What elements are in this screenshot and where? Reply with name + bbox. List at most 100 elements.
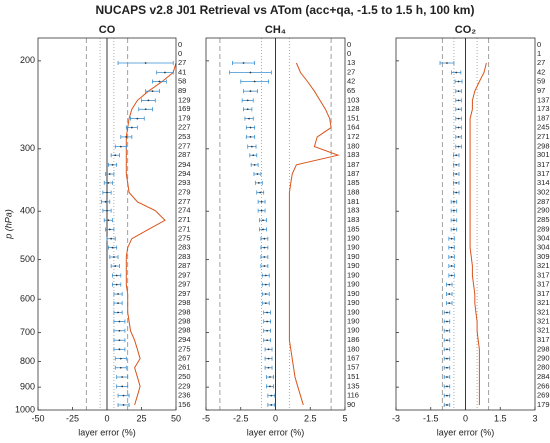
mean-marker [453, 228, 455, 231]
count-label: 97 [537, 86, 545, 95]
count-label: 317 [537, 169, 550, 178]
x-tick-label: -50 [31, 413, 44, 423]
count-label: 304 [537, 243, 550, 252]
y-tick-label: 900 [20, 382, 35, 392]
y-tick-label: 800 [20, 356, 35, 366]
mean-marker [252, 154, 255, 157]
count-label: 167 [347, 354, 360, 363]
profile-line [125, 62, 177, 406]
mean-marker [107, 181, 110, 184]
count-label: 190 [347, 261, 360, 270]
mean-marker [446, 376, 448, 378]
mean-marker [266, 329, 269, 332]
mean-marker [118, 339, 121, 342]
mean-marker [111, 163, 114, 166]
count-label: 271 [178, 215, 191, 224]
count-label: 301 [537, 150, 550, 159]
mean-marker [455, 181, 458, 184]
mean-marker [119, 145, 122, 148]
x-tick-label: 5 [342, 413, 347, 423]
mean-marker [249, 71, 252, 74]
mean-marker [457, 126, 460, 129]
count-label: 183 [347, 206, 360, 215]
mean-marker [108, 228, 111, 231]
mean-marker [455, 163, 458, 166]
mean-marker [446, 394, 448, 397]
count-label: 287 [537, 197, 550, 206]
mean-marker [117, 302, 119, 305]
count-label: 164 [347, 123, 360, 132]
mean-marker [121, 385, 124, 388]
mean-marker [117, 293, 119, 295]
figure-title: NUCAPS v2.8 J01 Retrieval vs ATom (acc+q… [96, 3, 475, 17]
count-label: 294 [178, 335, 191, 344]
count-label: 13 [347, 58, 355, 67]
x-tick-label: -1.5 [423, 413, 439, 423]
mean-marker [457, 117, 460, 120]
count-label: 190 [347, 298, 360, 307]
count-label: 1 [537, 49, 541, 58]
count-label: 151 [347, 114, 360, 123]
mean-marker [260, 200, 263, 203]
mean-marker [446, 404, 448, 406]
profile-line [469, 62, 487, 405]
count-label: 181 [347, 197, 360, 206]
count-label: 285 [537, 215, 550, 224]
mean-marker [248, 117, 250, 120]
mean-marker [122, 394, 125, 397]
count-label: 267 [178, 354, 191, 363]
x-tick-label: -2.5 [233, 413, 249, 423]
count-label: 187 [537, 114, 550, 123]
mean-marker [266, 339, 269, 342]
mean-marker [457, 80, 460, 83]
mean-marker [253, 80, 256, 83]
count-label: 269 [537, 391, 550, 400]
mean-marker [119, 357, 122, 360]
mean-marker [446, 357, 448, 360]
mean-marker [249, 136, 252, 138]
count-label: 190 [347, 252, 360, 261]
count-label: 283 [178, 243, 191, 252]
mean-marker [450, 274, 453, 277]
panel-title: CO₂ [455, 24, 477, 36]
mean-marker [448, 283, 451, 286]
x-tick-label: 3 [532, 413, 537, 423]
mean-marker [122, 404, 125, 406]
count-label: 304 [537, 234, 550, 243]
mean-marker [108, 173, 111, 175]
x-tick-label: -25 [66, 413, 79, 423]
mean-marker [259, 191, 262, 194]
count-label: 250 [178, 372, 191, 381]
mean-marker [457, 145, 460, 148]
mean-marker [264, 274, 267, 277]
mean-marker [121, 376, 124, 378]
count-label: 190 [347, 243, 360, 252]
count-label: 65 [347, 86, 355, 95]
x-tick-label: 1.5 [494, 413, 507, 423]
y-axis-label: p (hPa) [3, 209, 13, 240]
mean-marker [136, 117, 139, 120]
count-label: 58 [178, 77, 186, 86]
count-label: 317 [537, 280, 550, 289]
mean-marker [450, 246, 453, 249]
count-label: 298 [537, 344, 550, 353]
mean-marker [118, 348, 121, 351]
mean-marker [117, 311, 119, 314]
mean-marker [269, 376, 271, 378]
count-label: 137 [537, 95, 550, 104]
x-axis-label: layer error (%) [247, 427, 305, 437]
x-axis-label: layer error (%) [78, 427, 136, 437]
mean-marker [253, 163, 256, 166]
count-label: 314 [537, 178, 550, 187]
x-tick-label: 2.5 [304, 413, 317, 423]
count-label: 179 [537, 400, 550, 409]
mean-marker [118, 329, 121, 332]
count-label: 173 [537, 104, 550, 113]
count-label: 41 [178, 67, 186, 76]
count-label: 190 [347, 280, 360, 289]
mean-marker [264, 293, 267, 295]
mean-marker [270, 394, 273, 397]
count-label: 42 [347, 77, 355, 86]
count-label: 275 [178, 344, 191, 353]
count-label: 185 [347, 178, 360, 187]
